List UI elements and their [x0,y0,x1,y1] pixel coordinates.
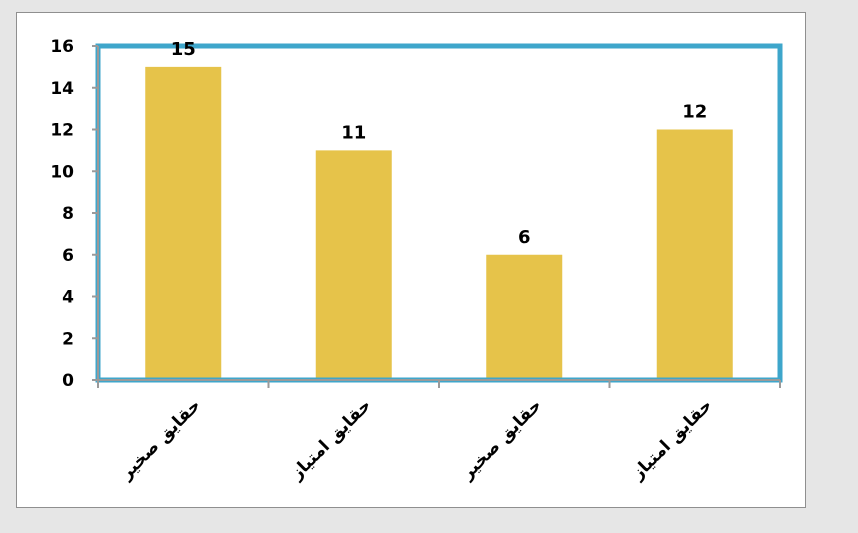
y-tick-label: 12 [50,121,74,141]
x-category-label: ﺣﻘﺎﻳﻖ ﺻﺨﻴﺮ [116,395,205,484]
data-label: 15 [171,39,196,60]
x-category-label: ﺣﻘﺎﻳﻖ ﺻﺨﻴﺮ [457,395,546,484]
y-tick-label: 16 [50,37,74,57]
bar-1 [145,66,222,380]
bar-2 [315,150,392,380]
x-category-label: ﺣﻘﺎﻳﻖ ﺍﻣﺘﻴﺎﺯ [627,395,716,484]
y-tick-label: 10 [50,162,74,182]
y-tick-label: 6 [62,246,74,266]
y-tick-label: 4 [62,288,74,308]
y-tick-label: 8 [62,204,74,224]
x-category-label: ﺣﻘﺎﻳﻖ ﺍﻣﺘﻴﺎﺯ [286,395,375,484]
y-tick-label: 14 [50,79,74,99]
y-tick-label: 2 [62,329,74,349]
data-label: 6 [518,227,531,248]
data-label: 11 [341,122,366,143]
bar-3 [486,254,563,380]
y-tick-label: 0 [62,371,74,391]
data-label: 12 [682,102,707,123]
bar-4 [656,129,733,380]
